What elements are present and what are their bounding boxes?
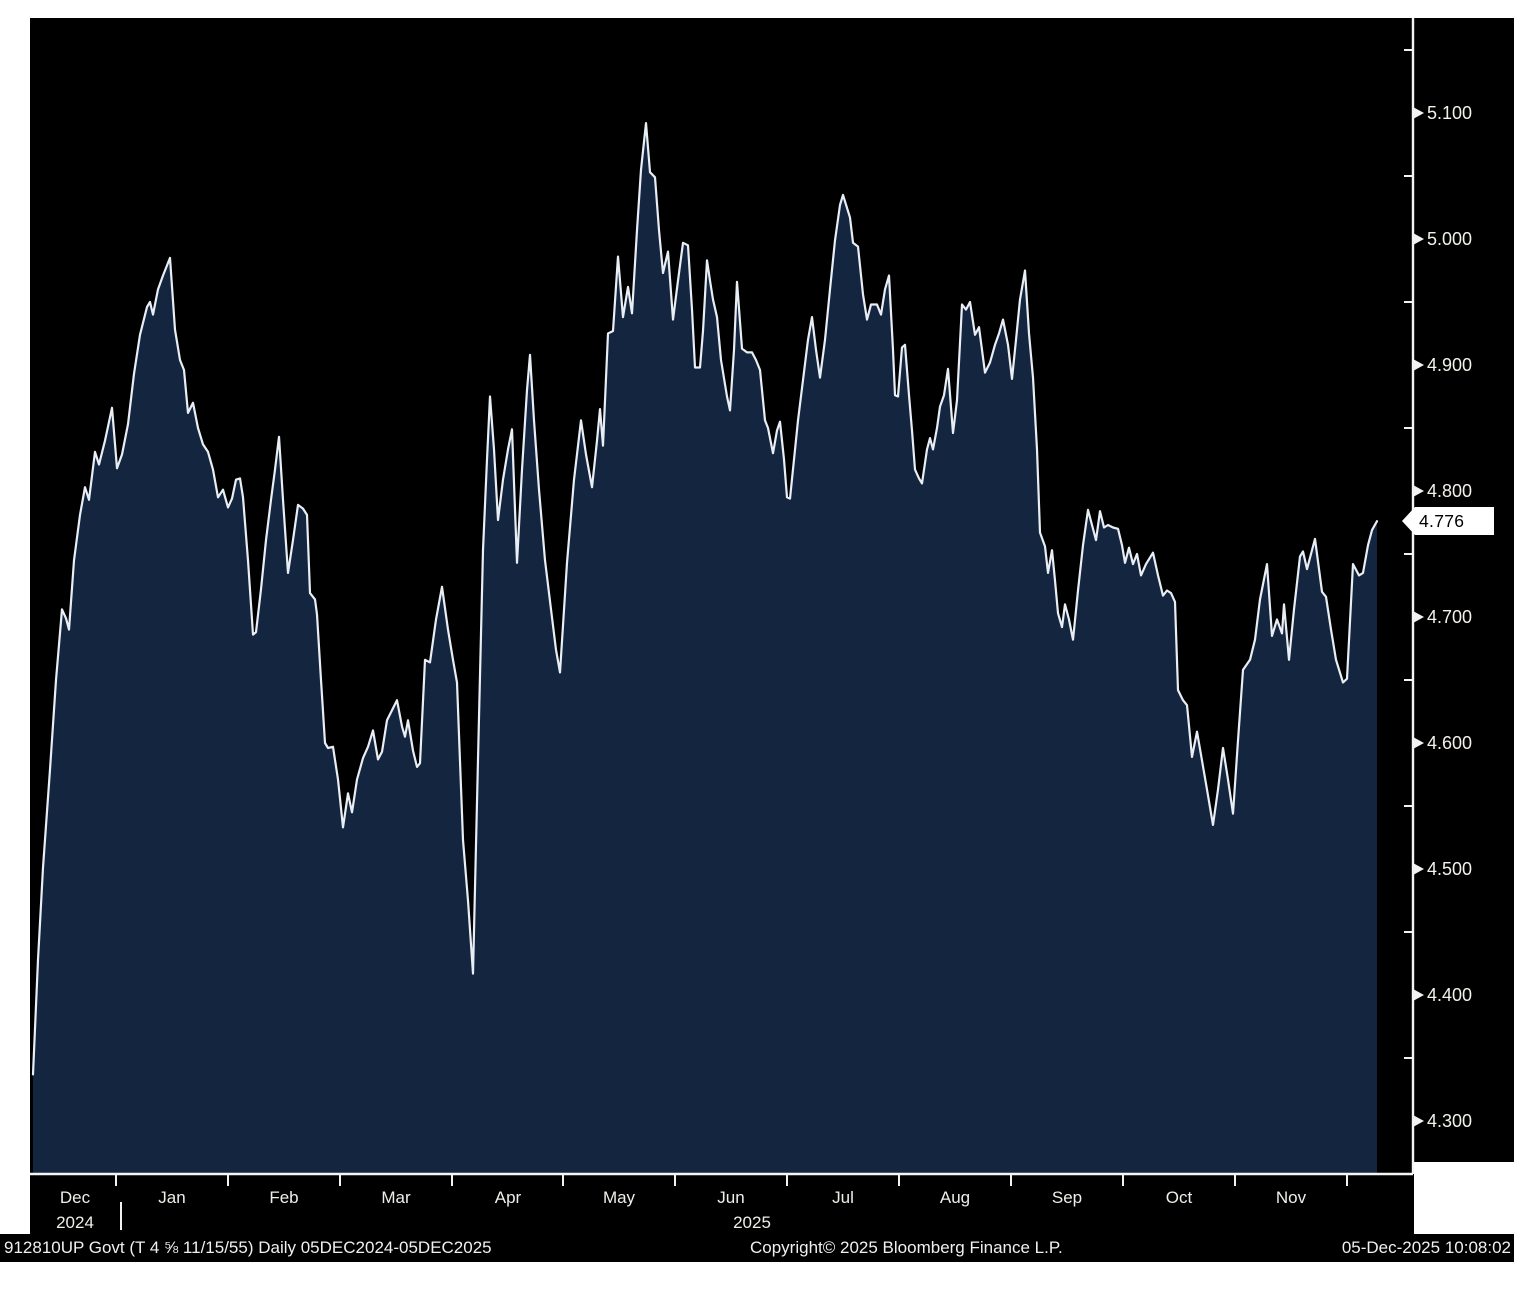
y-axis-label: 4.500	[1427, 859, 1472, 879]
x-axis-ticks	[115, 1174, 1348, 1186]
year-label: 2025	[733, 1213, 771, 1232]
y-axis-label: 4.900	[1427, 355, 1472, 375]
x-axis-month-labels: Dec Jan Feb Mar Apr May Jun Jul Aug Sep Oct Nov	[60, 1188, 1307, 1207]
footer-bar: 912810UP Govt (T 4 ⅝ 11/15/55) Daily 05D…	[0, 1234, 1514, 1262]
month-label: Dec	[60, 1188, 91, 1207]
month-label: Sep	[1052, 1188, 1082, 1207]
y-major-tick-arrow	[1413, 863, 1424, 875]
y-axis-label: 4.400	[1427, 985, 1472, 1005]
last-price-value: 4.776	[1419, 511, 1465, 531]
x-axis-year-labels: 2024 2025	[56, 1202, 771, 1232]
month-label: Oct	[1166, 1188, 1193, 1207]
month-label: Aug	[940, 1188, 970, 1207]
y-axis-labels: 5.100 5.000 4.900 4.800 4.700 4.600 4.500 4.400…	[1427, 103, 1472, 1131]
month-label: Jun	[717, 1188, 744, 1207]
yield-area-fill	[33, 123, 1377, 1174]
month-label: Feb	[269, 1188, 298, 1207]
y-major-tick-arrow	[1413, 107, 1424, 119]
y-axis-label: 4.700	[1427, 607, 1472, 627]
y-axis-label: 4.300	[1427, 1111, 1472, 1131]
y-axis-ticks	[1404, 49, 1424, 1127]
month-label: Jul	[832, 1188, 854, 1207]
y-axis-label: 5.000	[1427, 229, 1472, 249]
month-label: Nov	[1276, 1188, 1307, 1207]
y-axis-label: 4.600	[1427, 733, 1472, 753]
y-major-tick-arrow	[1413, 611, 1424, 623]
last-price-badge: 4.776	[1402, 507, 1494, 535]
y-major-tick-arrow	[1413, 989, 1424, 1001]
yield-line	[31, 122, 1379, 1076]
y-major-tick-arrow	[1413, 359, 1424, 371]
year-label: 2024	[56, 1213, 94, 1232]
y-major-tick-arrow	[1413, 1115, 1424, 1127]
month-label: May	[603, 1188, 636, 1207]
y-major-tick-arrow	[1413, 233, 1424, 245]
security-descriptor: 912810UP Govt (T 4 ⅝ 11/15/55) Daily 05D…	[4, 1238, 492, 1257]
month-label: Jan	[158, 1188, 185, 1207]
timestamp: 05-Dec-2025 10:08:02	[1341, 1238, 1511, 1257]
y-major-tick-arrow	[1413, 737, 1424, 749]
y-axis-label: 5.100	[1427, 103, 1472, 123]
month-label: Mar	[381, 1188, 411, 1207]
y-major-tick-arrow	[1413, 485, 1424, 497]
y-axis-label: 4.800	[1427, 481, 1472, 501]
month-label: Apr	[495, 1188, 522, 1207]
copyright-text: Copyright© 2025 Bloomberg Finance L.P.	[750, 1238, 1063, 1257]
